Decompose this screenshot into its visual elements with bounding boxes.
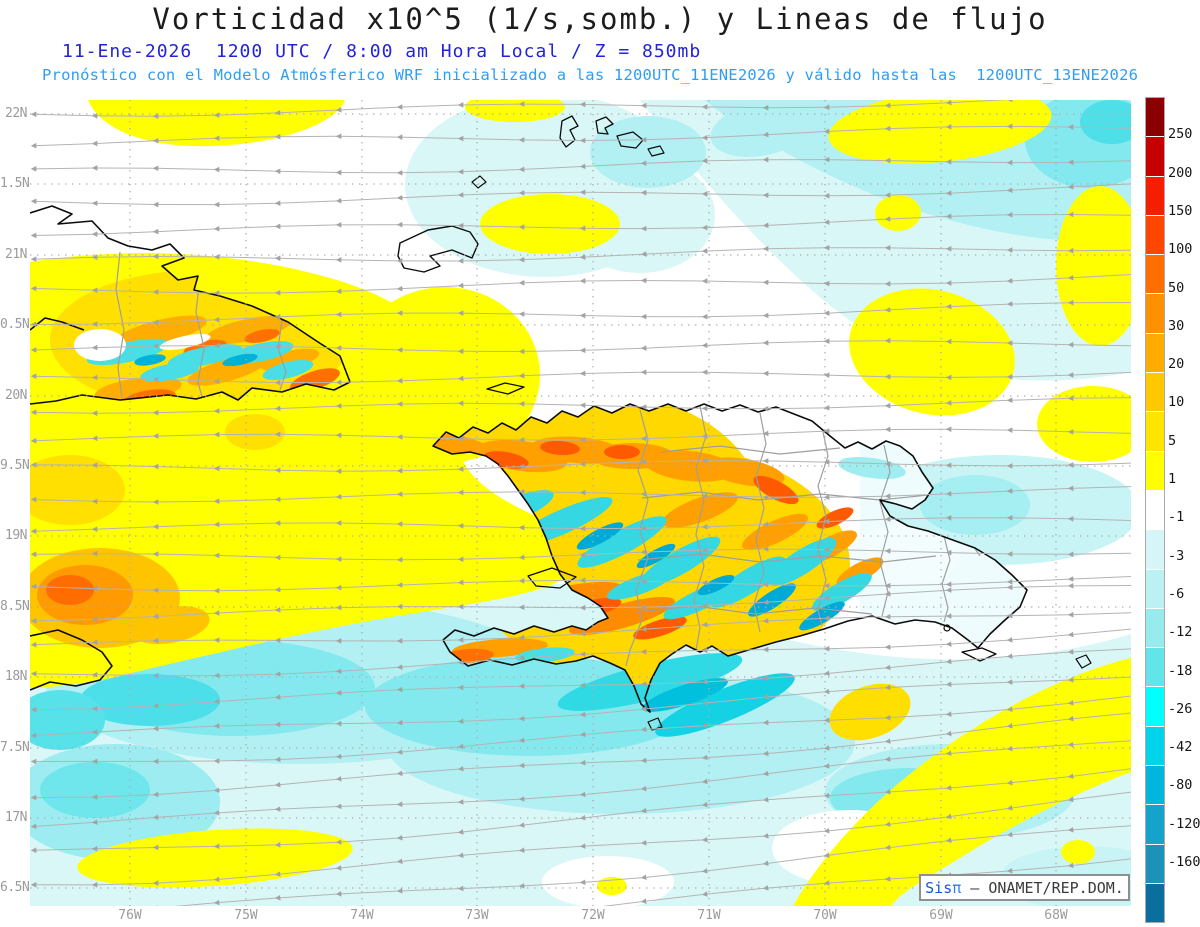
lat-tick-label: 1.5N	[0, 176, 30, 191]
colorbar-tick-label: 10	[1168, 394, 1185, 411]
colorbar-tick-label: 150	[1168, 202, 1193, 219]
lon-tick-label: 70W	[813, 908, 837, 923]
pi-icon: π	[952, 878, 962, 897]
colorbar-segment	[1146, 333, 1164, 374]
colorbar-tick-label: -42	[1168, 739, 1193, 756]
lon-tick-label: 74W	[350, 908, 374, 923]
colorbar-tick-label: -26	[1168, 700, 1193, 717]
streamline	[30, 156, 1131, 176]
streamline	[30, 546, 1131, 563]
colorbar-segment	[1146, 294, 1164, 334]
lon-tick-label: 71W	[697, 908, 721, 923]
lat-tick-label: 20N	[5, 388, 27, 403]
colorbar-segment	[1146, 255, 1164, 295]
colorbar-segment	[1146, 490, 1164, 531]
colorbar-segment	[1146, 766, 1164, 806]
lat-tick-label: 0.5N	[0, 317, 30, 332]
colorbar-segment	[1146, 726, 1164, 767]
colorbar-segment	[1146, 98, 1164, 138]
colorbar-tick-label: -120	[1168, 815, 1200, 832]
colorbar-segment	[1146, 373, 1164, 413]
streamline	[30, 395, 1131, 417]
watermark-badge: Sis π – ONAMET/REP.DOM.	[919, 874, 1130, 901]
lat-tick-label: 17N	[5, 810, 27, 825]
lat-tick-label: 18N	[5, 669, 27, 684]
colorbar-segment	[1146, 137, 1164, 177]
watermark-org: – ONAMET/REP.DOM.	[961, 878, 1124, 897]
lat-tick-label: 21N	[5, 247, 27, 262]
colorbar-tick-label: -6	[1168, 585, 1185, 602]
colorbar-tick-label: -12	[1168, 624, 1193, 641]
colorbar-tick-label: -160	[1168, 854, 1200, 870]
colorbar-tick-label: 200	[1168, 164, 1193, 181]
colorbar-tick-label: 20	[1168, 356, 1185, 373]
colorbar-segment	[1146, 608, 1164, 649]
streamlines	[30, 100, 1131, 906]
streamline	[30, 369, 1131, 386]
streamline	[30, 515, 1131, 534]
colorbar-tick-label: 100	[1168, 241, 1193, 258]
lon-tick-label: 73W	[465, 908, 489, 923]
lon-tick-label: 68W	[1044, 908, 1068, 923]
lat-tick-label: 22N	[5, 106, 27, 121]
colorbar-tick-label: -18	[1168, 662, 1193, 679]
streamline	[30, 485, 1131, 505]
colorbar-segment	[1146, 648, 1164, 688]
lon-tick-label: 72W	[581, 908, 605, 923]
colorbar-tick-label: 1	[1168, 471, 1177, 487]
watermark-brand: Sis	[925, 878, 953, 897]
streamline	[30, 274, 1131, 296]
subtitle-model-info: Pronóstico con el Modelo Atmósferico WRF…	[42, 66, 1139, 84]
colorbar-segment	[1146, 530, 1164, 570]
colorbar-tick-label: 30	[1168, 317, 1185, 334]
colorbar-segment	[1146, 844, 1164, 884]
page-title: Vorticidad x10^5 (1/s,somb.) y Lineas de…	[152, 2, 1048, 36]
colorbar-tick-label: -80	[1168, 777, 1193, 794]
lon-tick-label: 75W	[234, 908, 258, 923]
colorbar-segment	[1146, 215, 1164, 256]
colorbar	[1145, 97, 1165, 924]
lon-tick-label: 69W	[929, 908, 953, 923]
lat-tick-label: 7.5N	[0, 740, 30, 755]
colorbar-tick-label: 50	[1168, 279, 1185, 296]
lat-tick-label: 9.5N	[0, 458, 30, 473]
colorbar-tick-label: -1	[1168, 509, 1185, 526]
streamline	[30, 244, 1131, 264]
subtitle-datetime: 11-Ene-2026 1200 UTC / 8:00 am Hora Loca…	[62, 41, 702, 62]
colorbar-tick-label: -3	[1168, 547, 1185, 564]
colorbar-tick-label: 5	[1168, 432, 1177, 449]
lat-tick-label: 19N	[5, 528, 27, 543]
streamline	[30, 211, 1131, 239]
lat-tick-label: 6.5N	[0, 880, 30, 895]
colorbar-segment	[1146, 451, 1164, 491]
colorbar-segment	[1146, 176, 1164, 216]
colorbar-tick-label: 250	[1168, 126, 1193, 143]
streamline	[30, 337, 1131, 355]
streamline	[30, 457, 1131, 475]
lon-tick-label: 76W	[118, 908, 142, 923]
colorbar-segment	[1146, 569, 1164, 609]
colorbar-segment	[1146, 805, 1164, 845]
colorbar-segment	[1146, 883, 1164, 923]
lat-tick-label: 8.5N	[0, 599, 30, 614]
streamline	[30, 299, 1131, 328]
streamline	[30, 183, 1131, 208]
colorbar-segment	[1146, 412, 1164, 452]
streamline	[30, 123, 1131, 149]
streamline	[30, 100, 1074, 119]
colorbar-segment	[1146, 687, 1164, 727]
streamline	[30, 426, 1131, 444]
